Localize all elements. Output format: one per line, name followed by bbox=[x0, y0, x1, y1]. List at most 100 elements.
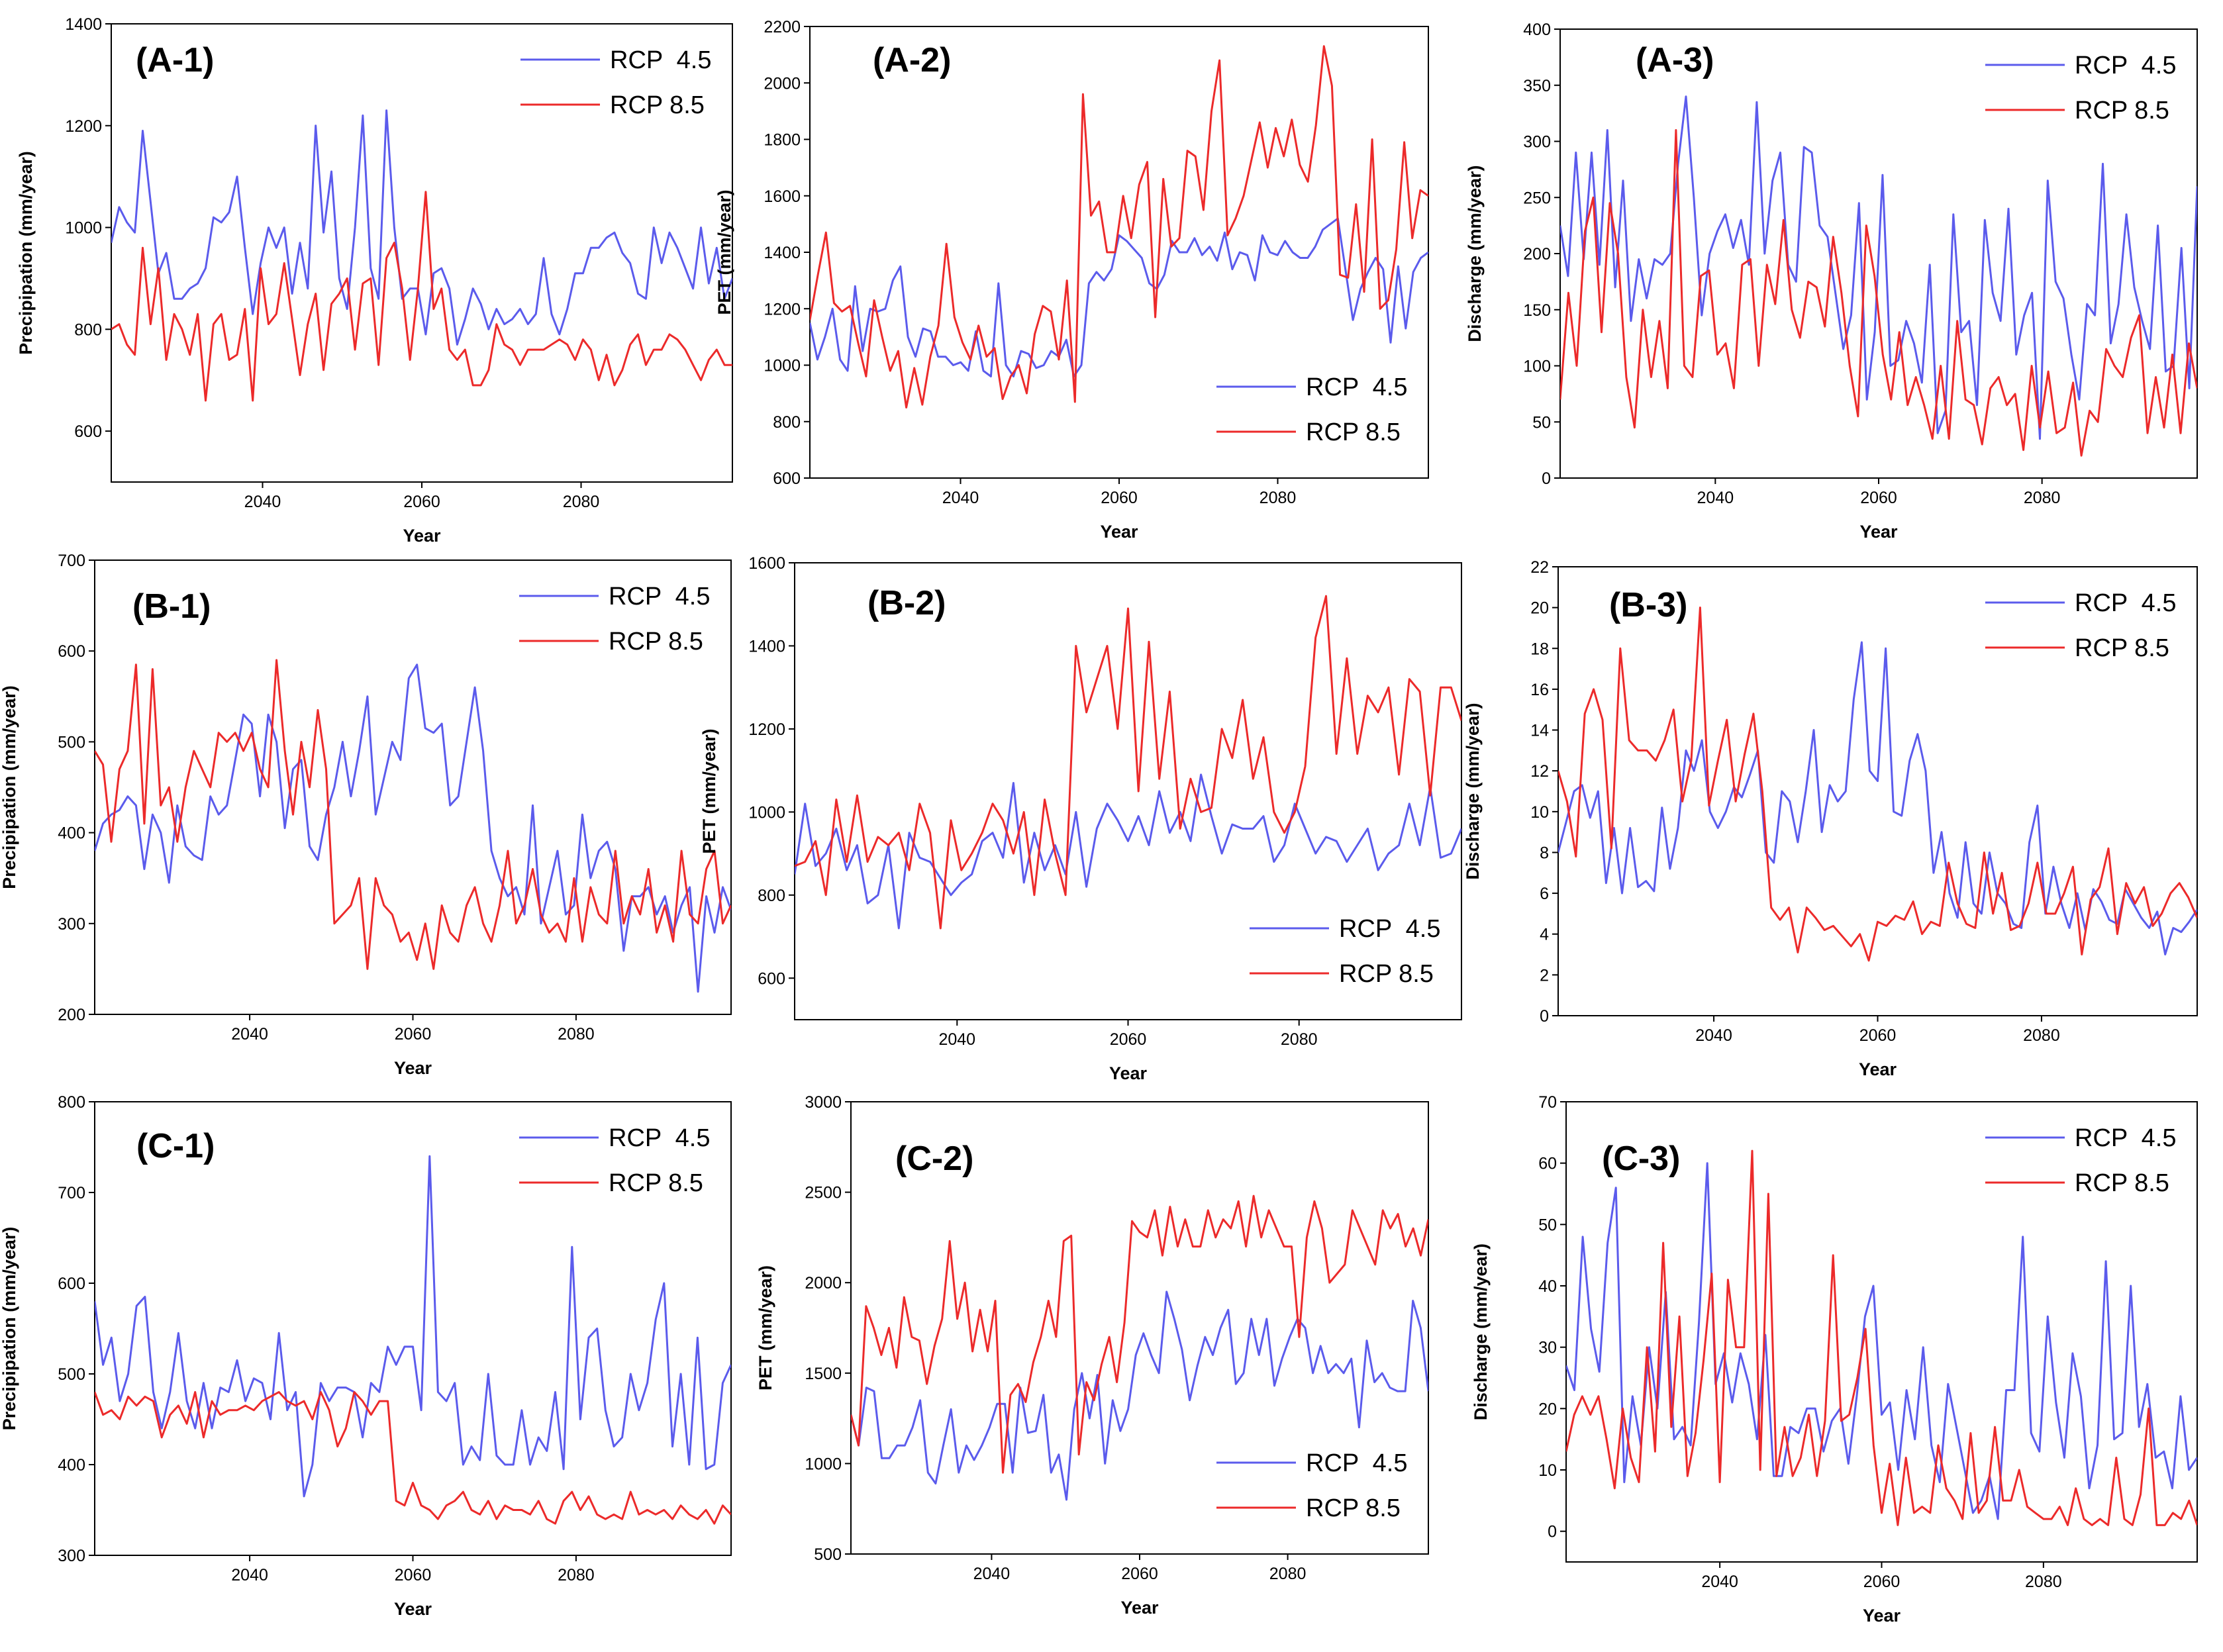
y-tick-label: 1600 bbox=[748, 554, 785, 573]
y-tick-label: 18 bbox=[1530, 640, 1549, 658]
y-tick-label: 200 bbox=[58, 1006, 85, 1024]
y-axis-label: Discharge (mm/year) bbox=[1465, 165, 1485, 342]
legend: RCP 4.5 RCP 8.5 bbox=[1250, 915, 1440, 988]
legend-label-rcp85: RCP 8.5 bbox=[609, 1169, 703, 1197]
y-tick-label: 500 bbox=[58, 733, 85, 752]
legend: RCP 4.5 RCP 8.5 bbox=[1985, 589, 2176, 662]
y-tick-label: 2200 bbox=[764, 18, 801, 36]
y-tick-label: 500 bbox=[58, 1365, 85, 1384]
panel-title: (B-2) bbox=[867, 584, 946, 622]
x-tick-label: 2040 bbox=[1701, 1573, 1738, 1591]
panel-title: (A-2) bbox=[873, 41, 951, 79]
y-tick-label: 600 bbox=[74, 422, 102, 441]
series-line-rcp45 bbox=[1560, 95, 2197, 440]
x-tick-label: 2080 bbox=[1281, 1030, 1318, 1049]
y-tick-label: 700 bbox=[58, 552, 85, 570]
series-line-rcp45 bbox=[111, 109, 732, 346]
legend: RCP 4.5 RCP 8.5 bbox=[1985, 52, 2176, 124]
y-tick-label: 1000 bbox=[805, 1455, 842, 1473]
x-tick-label: 2080 bbox=[558, 1566, 595, 1584]
series-line-rcp45 bbox=[851, 1290, 1428, 1501]
y-tick-label: 30 bbox=[1538, 1339, 1557, 1357]
x-tick-label: 2040 bbox=[231, 1566, 268, 1584]
series-line-rcp45 bbox=[1566, 1162, 2197, 1520]
legend-label-rcp85: RCP 8.5 bbox=[1306, 1494, 1401, 1522]
y-tick-label: 20 bbox=[1530, 599, 1549, 618]
chart-c-2: 500 1000 1500 2000 2500 3000 2040 2060 2080 Year P… bbox=[756, 1093, 1429, 1618]
panel-title: (B-3) bbox=[1609, 586, 1687, 624]
plot-frame bbox=[809, 26, 1429, 479]
series-line-rcp85 bbox=[810, 45, 1428, 409]
chart-a-1: 600 800 1000 1200 1400 2040 2060 2080 Year Precip… bbox=[16, 15, 733, 546]
legend: RCP 4.5 RCP 8.5 bbox=[1216, 1449, 1407, 1522]
y-tick-label: 800 bbox=[758, 887, 785, 905]
y-tick-label: 0 bbox=[1548, 1523, 1557, 1541]
y-tick-label: 2500 bbox=[805, 1184, 842, 1202]
y-tick-label: 1600 bbox=[764, 187, 801, 206]
y-axis-label: Precipipation (mm/year) bbox=[0, 685, 19, 889]
x-tick-label: 2060 bbox=[1121, 1565, 1158, 1583]
chart-b-3: 0 2 4 6 8 10 12 14 16 18 20 22 2040 2060 2080 Year Disch… bbox=[1463, 558, 2198, 1079]
legend-label-rcp45: RCP 4.5 bbox=[609, 1124, 710, 1152]
y-tick-label: 12 bbox=[1530, 762, 1549, 781]
y-tick-label: 800 bbox=[773, 413, 801, 432]
chart-c-1: 300 400 500 600 700 800 2040 2060 2080 Year Precip… bbox=[0, 1093, 732, 1619]
x-tick-label: 2040 bbox=[938, 1030, 975, 1049]
y-tick-label: 300 bbox=[58, 915, 85, 934]
y-tick-label: 22 bbox=[1530, 558, 1549, 577]
legend: RCP 4.5 RCP 8.5 bbox=[1985, 1124, 2176, 1197]
y-tick-label: 800 bbox=[74, 320, 102, 339]
series-line-rcp45 bbox=[1558, 641, 2197, 955]
y-tick-label: 600 bbox=[773, 469, 801, 488]
x-axis-label: Year bbox=[403, 526, 441, 546]
y-tick-label: 400 bbox=[58, 1456, 85, 1475]
x-tick-label: 2060 bbox=[1859, 1026, 1897, 1045]
legend-label-rcp85: RCP 8.5 bbox=[2075, 97, 2169, 124]
series-line-rcp85 bbox=[95, 659, 731, 970]
y-tick-label: 350 bbox=[1523, 77, 1551, 95]
panel-title: (A-1) bbox=[136, 41, 214, 79]
x-axis-label: Year bbox=[394, 1058, 432, 1078]
x-tick-label: 2060 bbox=[1101, 489, 1138, 507]
x-axis-label: Year bbox=[1859, 1059, 1897, 1079]
y-axis-label: PET (mm/year) bbox=[756, 1265, 775, 1390]
series-line-rcp45 bbox=[95, 663, 731, 993]
y-tick-label: 1400 bbox=[748, 637, 785, 656]
y-tick-label: 800 bbox=[58, 1093, 85, 1112]
chart-c-3: 0 10 20 30 40 50 60 70 2040 2060 2080 Year Discharge… bbox=[1471, 1093, 2198, 1626]
plot-frame bbox=[794, 562, 1462, 1020]
x-tick-label: 2040 bbox=[942, 489, 979, 507]
y-tick-label: 16 bbox=[1530, 681, 1549, 699]
panel-title: (C-3) bbox=[1602, 1140, 1680, 1178]
y-tick-label: 700 bbox=[58, 1184, 85, 1202]
series-line-rcp85 bbox=[111, 191, 732, 402]
y-tick-label: 300 bbox=[58, 1547, 85, 1565]
legend-label-rcp45: RCP 4.5 bbox=[2075, 1124, 2176, 1152]
panel-title: (C-1) bbox=[136, 1127, 215, 1165]
y-tick-label: 1800 bbox=[764, 131, 801, 150]
series-line-rcp45 bbox=[795, 773, 1461, 930]
y-tick-label: 1400 bbox=[764, 244, 801, 262]
y-tick-label: 3000 bbox=[805, 1093, 842, 1112]
y-tick-label: 2000 bbox=[805, 1274, 842, 1292]
chart-b-1: 200 300 400 500 600 700 2040 2060 2080 Year Precip… bbox=[0, 552, 732, 1078]
legend-label-rcp45: RCP 4.5 bbox=[1306, 373, 1407, 401]
x-tick-label: 2060 bbox=[395, 1025, 432, 1044]
legend-label-rcp45: RCP 4.5 bbox=[610, 46, 711, 74]
x-tick-label: 2040 bbox=[231, 1025, 268, 1044]
y-tick-label: 600 bbox=[58, 1275, 85, 1293]
x-tick-label: 2080 bbox=[2024, 489, 2061, 507]
y-axis-label: PET (mm/year) bbox=[715, 189, 734, 315]
y-tick-label: 4 bbox=[1540, 926, 1549, 944]
series-line-rcp85 bbox=[95, 1390, 731, 1525]
legend-label-rcp45: RCP 4.5 bbox=[1306, 1449, 1407, 1477]
y-tick-label: 0 bbox=[1542, 469, 1551, 488]
y-tick-label: 500 bbox=[814, 1545, 842, 1564]
y-tick-label: 2000 bbox=[764, 74, 801, 93]
y-tick-label: 10 bbox=[1538, 1461, 1557, 1480]
x-tick-label: 2080 bbox=[563, 493, 600, 511]
legend-label-rcp85: RCP 8.5 bbox=[610, 91, 705, 119]
y-tick-label: 250 bbox=[1523, 189, 1551, 207]
y-tick-label: 400 bbox=[58, 824, 85, 843]
